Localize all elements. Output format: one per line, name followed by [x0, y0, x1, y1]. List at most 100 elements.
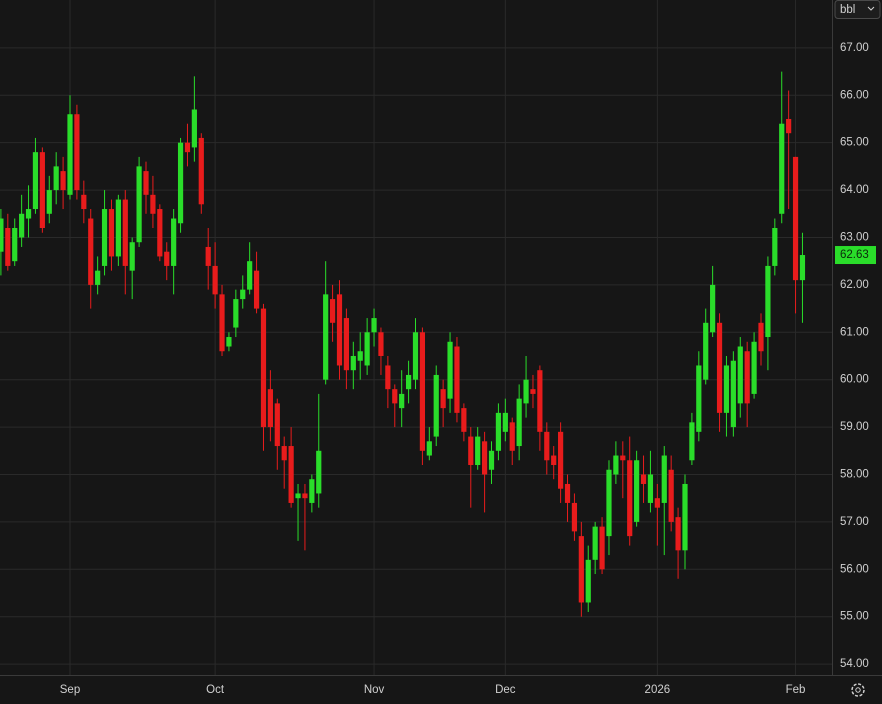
candle-body: [136, 166, 142, 243]
candle-body: [74, 114, 80, 191]
candle-body: [226, 337, 232, 347]
candle-body: [544, 431, 550, 461]
candle-body: [364, 332, 370, 366]
y-tick-label: 56.00: [840, 563, 869, 575]
candle-body: [177, 142, 184, 224]
candle-body: [772, 228, 778, 266]
candle-body: [198, 137, 204, 205]
candle-body: [267, 389, 273, 428]
candle-body: [530, 389, 536, 394]
candle-body: [302, 493, 308, 499]
candle-body: [668, 469, 674, 522]
candle-body: [488, 450, 495, 470]
y-tick-label: 62.00: [840, 279, 869, 291]
unit-box[interactable]: [834, 0, 881, 19]
candle-body: [723, 365, 730, 413]
candle-body: [336, 294, 343, 366]
candle-body: [412, 332, 419, 380]
settings-button[interactable]: [851, 683, 865, 697]
candle-body: [578, 536, 584, 603]
candle-body: [309, 479, 315, 503]
candle-body: [323, 294, 329, 380]
candle-body: [482, 441, 488, 475]
candle-body: [710, 284, 716, 333]
candle-body: [150, 194, 156, 214]
last-price-label: 62.63: [840, 249, 869, 261]
gear-center: [855, 687, 861, 693]
candle-body: [60, 171, 66, 191]
candle-body: [233, 299, 239, 328]
candle-body: [613, 455, 619, 475]
candle-body: [143, 171, 149, 195]
candle-body: [240, 289, 246, 300]
candle-body: [675, 517, 681, 551]
chevron: [867, 6, 875, 11]
unit-dropdown[interactable]: bbl: [834, 0, 881, 19]
candle-body: [205, 246, 211, 266]
candle-body: [405, 374, 412, 390]
candle-body: [0, 218, 4, 252]
gear-icon[interactable]: [851, 683, 865, 697]
candle-body: [634, 460, 640, 522]
candle-body: [502, 412, 508, 432]
candle-body: [744, 351, 750, 404]
candle-body: [440, 389, 446, 409]
candle-body: [81, 194, 87, 210]
candle-body: [696, 365, 702, 432]
candle-body: [247, 261, 253, 290]
y-tick-label: 59.00: [840, 421, 869, 433]
x-tick-label: Nov: [364, 684, 385, 696]
candle-body: [281, 446, 287, 461]
y-tick-label: 55.00: [840, 611, 869, 623]
candle-body: [171, 218, 177, 266]
candle-body: [316, 450, 322, 494]
candle-body: [101, 209, 108, 266]
candle-body: [392, 389, 398, 404]
candle-body: [157, 209, 163, 257]
candle-body: [461, 408, 467, 432]
candle-body: [419, 332, 426, 451]
candle-body: [682, 483, 688, 551]
y-tick-label: 58.00: [840, 469, 869, 481]
candle-body: [385, 365, 391, 390]
candle-body: [88, 218, 94, 285]
candle-body: [551, 455, 557, 466]
candle-body: [399, 393, 405, 409]
candle-body: [95, 270, 101, 285]
candle-body: [454, 346, 460, 413]
candle-body: [799, 255, 806, 281]
last-price-box: [835, 246, 876, 265]
candle-body: [433, 374, 439, 437]
candle-body: [253, 270, 260, 309]
candle-body: [129, 242, 135, 271]
candle-body: [606, 469, 612, 537]
candle-body: [516, 398, 522, 447]
candle-body: [689, 422, 695, 461]
y-tick-label: 64.00: [840, 184, 869, 196]
candle-body: [447, 341, 453, 399]
candle-body: [371, 318, 377, 333]
y-tick-label: 60.00: [840, 374, 869, 386]
candle-body: [592, 526, 598, 560]
x-tick-label: Dec: [495, 684, 516, 696]
candle-body: [378, 332, 384, 356]
candle-body: [509, 422, 515, 451]
candle-body: [564, 483, 571, 503]
candle-body: [343, 318, 349, 371]
candle-body: [654, 498, 660, 508]
x-tick-label: Feb: [786, 684, 806, 696]
candle-body: [357, 351, 363, 361]
candle-body: [640, 474, 647, 484]
candle-body: [295, 493, 301, 499]
unit-label: bbl: [840, 4, 855, 16]
y-tick-label: 54.00: [840, 658, 869, 670]
candle-body: [475, 436, 481, 466]
candle-body: [67, 114, 73, 195]
candle-body: [164, 251, 170, 266]
candle-body: [25, 209, 32, 219]
y-tick-label: 65.00: [840, 137, 869, 149]
candle-body: [737, 346, 743, 404]
candle-body: [703, 322, 709, 380]
candle-body: [627, 460, 633, 537]
